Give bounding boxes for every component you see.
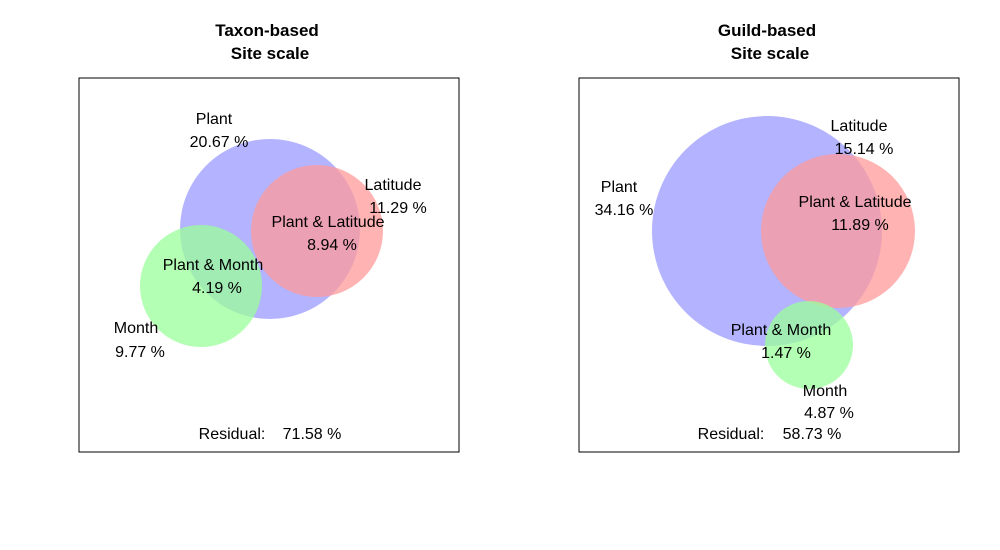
panel-2-residual-label: Residual:: [698, 426, 765, 443]
panel-2-frame: [578, 77, 960, 453]
panel-2-plant-value: 34.16 %: [595, 202, 654, 219]
panel-2-month-value: 4.87 %: [804, 405, 854, 422]
panel-2-title-line-2: Site scale: [731, 44, 809, 63]
panel-1-circle-latitude: [251, 165, 383, 297]
panel-2-residual-value: 58.73 %: [783, 426, 842, 443]
panel-1-title-line-1: Taxon-based: [215, 21, 319, 40]
panel-2-circle-month: [765, 301, 853, 389]
panel-1-plant-value: 20.67 %: [190, 134, 249, 151]
panel-taxon-based: Taxon-based Site scale Plant 20.67 % Lat…: [78, 21, 460, 453]
panel-1-residual-label: Residual:: [199, 426, 266, 443]
panel-1-month-label: Month: [114, 320, 158, 337]
panel-1-frame: [78, 77, 460, 453]
panel-2-latitude-value: 15.14 %: [835, 141, 894, 158]
panel-2-plant-label: Plant: [601, 179, 638, 196]
panel-2-title-line-1: Guild-based: [718, 21, 816, 40]
panel-1-plant-latitude-value: 8.94 %: [307, 237, 357, 254]
panel-2-plant-latitude-label: Plant & Latitude: [799, 194, 912, 211]
panel-2-circle-latitude: [761, 154, 915, 308]
panel-1-latitude-label: Latitude: [365, 177, 422, 194]
panel-1-latitude-value: 11.29 %: [369, 200, 427, 217]
panel-2-month-label: Month: [803, 383, 847, 400]
panel-1-plant-month-label: Plant & Month: [163, 257, 264, 274]
panel-2-plant-month-value: 1.47 %: [761, 345, 811, 362]
panel-2-plant-month-label: Plant & Month: [731, 322, 832, 339]
panel-2-latitude-label: Latitude: [831, 118, 888, 135]
panel-1-plant-latitude-label: Plant & Latitude: [272, 214, 385, 231]
panel-2-plant-latitude-value: 11.89 %: [831, 217, 889, 234]
panel-1-plant-label: Plant: [196, 111, 233, 128]
panel-1-residual-value: 71.58 %: [283, 426, 342, 443]
panel-1-circle-month: [140, 225, 262, 347]
panel-guild-based: Guild-based Site scale Plant 34.16 % Lat…: [578, 21, 960, 453]
panel-1-title-line-2: Site scale: [231, 44, 309, 63]
panel-1-month-value: 9.77 %: [115, 344, 165, 361]
panel-1-plant-month-value: 4.19 %: [192, 280, 242, 297]
